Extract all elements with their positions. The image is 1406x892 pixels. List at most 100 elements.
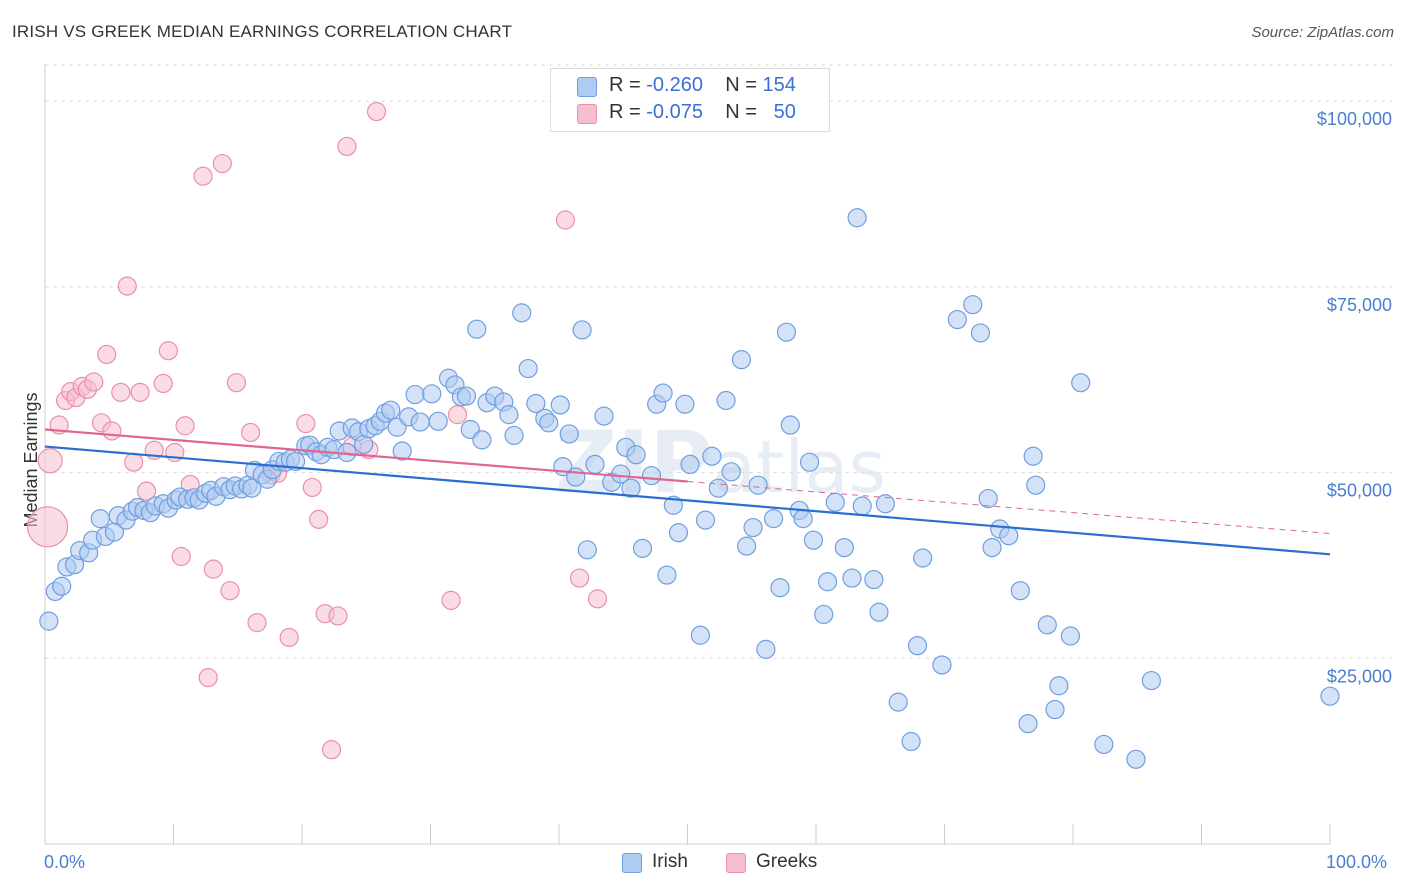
irish-point-139	[963, 295, 983, 315]
irish-point-127	[842, 568, 862, 588]
y-tick-label-75000: $75,000	[1327, 295, 1392, 315]
irish-point-137	[932, 655, 952, 675]
greeks-point-19	[158, 341, 178, 361]
greeks-n-value: 50	[773, 101, 796, 123]
irish-point-144	[999, 526, 1019, 546]
irish-point-109	[721, 462, 741, 482]
greeks-point-48	[569, 568, 590, 588]
irish-point-128	[847, 208, 867, 228]
irish-point-112	[743, 517, 763, 538]
irish-point-138	[947, 309, 967, 330]
irish-point-148	[1026, 475, 1046, 495]
greeks-point-12	[111, 382, 131, 402]
greeks-points	[26, 101, 608, 760]
irish-point-132	[875, 494, 895, 514]
irish-point-118	[780, 415, 800, 435]
chart-title: IRISH VS GREEK MEDIAN EARNINGS CORRELATI…	[12, 22, 513, 41]
greeks-trend-line-extension	[687, 480, 1331, 534]
irish-point-142	[982, 537, 1002, 558]
greeks-point-46	[447, 405, 468, 425]
irish-point-133	[888, 692, 908, 712]
irish-point-96	[641, 465, 662, 486]
irish-point-102	[675, 394, 695, 414]
greeks-point-10	[97, 344, 117, 365]
irish-point-106	[702, 446, 722, 466]
irish-point-100	[663, 495, 683, 515]
irish-point-41	[285, 451, 306, 472]
irish-r-value: -0.260	[646, 74, 703, 96]
irish-point-124	[817, 572, 838, 592]
greeks-point-31	[247, 613, 267, 633]
irish-point-105	[695, 510, 716, 530]
greeks-point-35	[296, 413, 316, 434]
y-tick-labels: $25,000 $50,000 $75,000 $100,000	[1317, 109, 1392, 686]
grid-lines	[45, 64, 1392, 659]
irish-point-131	[869, 602, 889, 622]
irish-point-2	[52, 576, 72, 596]
source-label: Source: ZipAtlas.com	[1251, 24, 1394, 41]
greeks-r-value: -0.075	[646, 101, 703, 123]
greeks-point-49	[587, 589, 608, 609]
greeks-trend-line	[44, 428, 688, 483]
greeks-point-22	[175, 416, 195, 436]
irish-point-70	[467, 319, 487, 339]
irish-point-101	[668, 523, 689, 543]
irish-point-85	[566, 467, 586, 487]
irish-point-76	[504, 425, 524, 446]
greeks-swatch	[577, 104, 597, 124]
irish-point-120	[793, 509, 813, 529]
greeks-point-16	[136, 481, 157, 501]
greeks-point-25	[198, 667, 218, 688]
irish-point-122	[803, 530, 824, 550]
irish-point-95	[632, 538, 653, 558]
greeks-point-30	[241, 422, 261, 443]
greeks-point-21	[171, 546, 191, 567]
irish-point-115	[763, 509, 784, 529]
greeks-point-15	[130, 382, 150, 402]
x-tick-label-max: 100.0%	[1326, 852, 1388, 872]
irish-point-57	[381, 400, 401, 420]
irish-point-110	[731, 350, 752, 370]
irish-point-81	[539, 413, 559, 433]
x-tick-label-min: 0.0%	[44, 852, 86, 872]
greeks-point-14	[124, 452, 144, 472]
irish-point-150	[1045, 699, 1065, 720]
irish-point-155	[1126, 749, 1146, 769]
y-tick-label-25000: $25,000	[1327, 666, 1392, 686]
irish-point-113	[748, 475, 768, 495]
irish-point-77	[512, 303, 532, 323]
greeks-point-34	[279, 627, 299, 648]
irish-point-64	[428, 411, 448, 431]
irish-point-104	[690, 625, 710, 645]
irish-point-62	[410, 412, 430, 432]
greeks-point-39	[321, 740, 342, 760]
irish-point-108	[716, 390, 736, 411]
irish-point-121	[799, 452, 820, 472]
trend-lines	[44, 428, 1331, 556]
y-tick-label-100000: $100,000	[1317, 109, 1392, 129]
greeks-point-1	[37, 448, 63, 474]
irish-point-94	[626, 445, 646, 465]
greeks-stats: R = -0.075 N = 50	[609, 101, 796, 123]
irish-point-135	[907, 636, 928, 656]
irish-point-151	[1049, 676, 1069, 696]
irish-point-126	[834, 537, 854, 558]
greeks-point-0	[26, 506, 69, 548]
irish-point-146	[1018, 714, 1038, 734]
irish-point-84	[559, 424, 579, 444]
greeks-point-41	[337, 136, 357, 157]
greeks-point-27	[212, 153, 232, 174]
irish-point-89	[594, 406, 614, 426]
irish-point-114	[756, 639, 776, 659]
y-tick-label-50000: $50,000	[1327, 481, 1392, 501]
irish-n-value: 154	[762, 74, 796, 96]
irish-point-98	[653, 383, 673, 403]
irish-point-99	[657, 565, 677, 585]
irish-point-79	[526, 393, 546, 414]
greeks-point-44	[366, 101, 387, 122]
irish-point-152	[1060, 626, 1081, 646]
irish-legend-swatch	[622, 853, 642, 873]
greeks-point-8	[84, 372, 104, 392]
irish-point-0	[39, 611, 59, 631]
